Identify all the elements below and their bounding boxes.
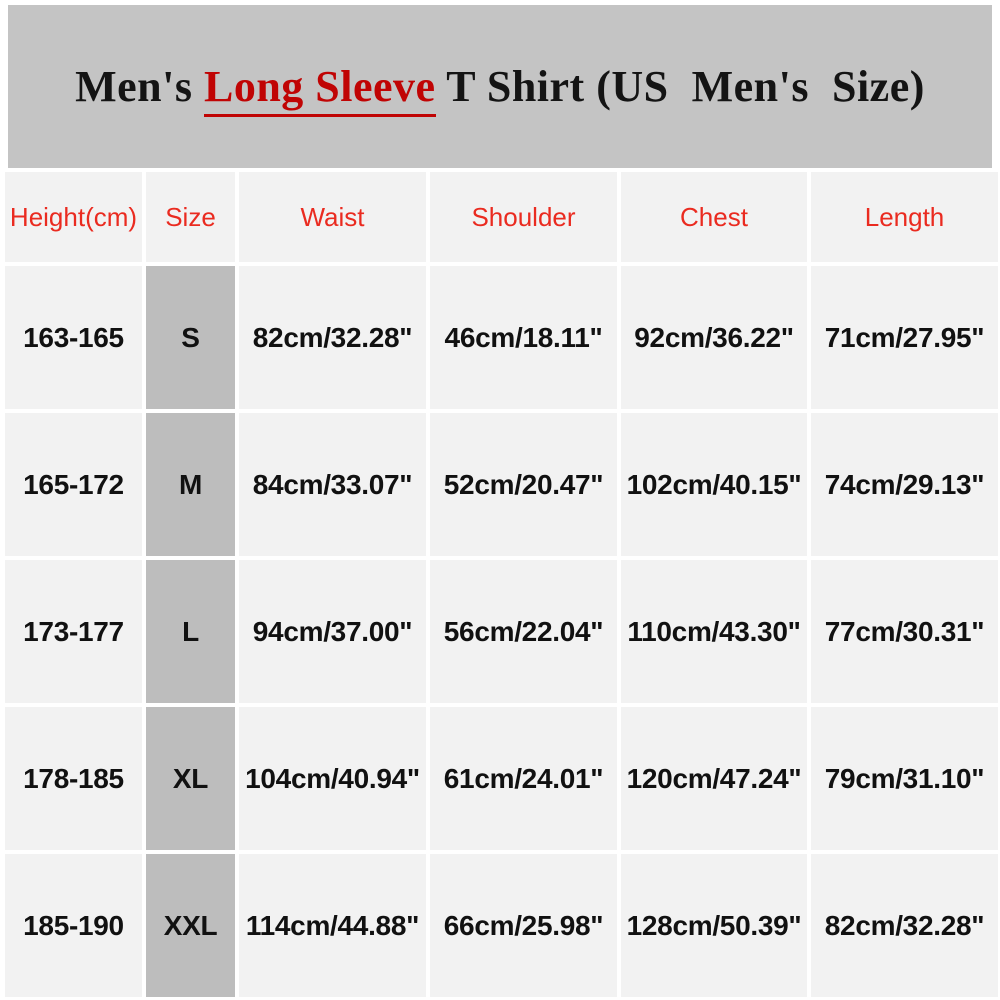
cell-chest: 102cm/40.15" (621, 413, 807, 556)
cell-height-range: 178-185 (5, 707, 142, 850)
cell-size: XL (146, 707, 235, 850)
cell-length: 74cm/29.13" (811, 413, 998, 556)
column-header-shoulder: Shoulder (430, 172, 617, 262)
cell-height-range: 163-165 (5, 266, 142, 409)
cell-shoulder: 46cm/18.11" (430, 266, 617, 409)
title-suffix: T Shirt (US Men's Size) (435, 62, 925, 111)
page-title: Men's Long Sleeve T Shirt (US Men's Size… (75, 61, 925, 117)
cell-chest: 128cm/50.39" (621, 854, 807, 997)
cell-height-range: 173-177 (5, 560, 142, 703)
cell-waist: 94cm/37.00" (239, 560, 426, 703)
cell-length: 82cm/32.28" (811, 854, 998, 997)
cell-size: M (146, 413, 235, 556)
cell-length: 71cm/27.95" (811, 266, 998, 409)
cell-shoulder: 52cm/20.47" (430, 413, 617, 556)
size-chart-table: Height(cm) Size Waist Shoulder Chest Len… (5, 172, 998, 997)
cell-height-range: 185-190 (5, 854, 142, 997)
column-header-length: Length (811, 172, 998, 262)
cell-waist: 104cm/40.94" (239, 707, 426, 850)
cell-size: S (146, 266, 235, 409)
cell-waist: 84cm/33.07" (239, 413, 426, 556)
column-header-size: Size (146, 172, 235, 262)
cell-waist: 82cm/32.28" (239, 266, 426, 409)
cell-length: 79cm/31.10" (811, 707, 998, 850)
cell-shoulder: 56cm/22.04" (430, 560, 617, 703)
cell-chest: 92cm/36.22" (621, 266, 807, 409)
title-banner: Men's Long Sleeve T Shirt (US Men's Size… (8, 5, 992, 168)
column-header-chest: Chest (621, 172, 807, 262)
title-prefix: Men's (75, 62, 204, 111)
cell-size: XXL (146, 854, 235, 997)
cell-chest: 120cm/47.24" (621, 707, 807, 850)
column-header-height: Height(cm) (5, 172, 142, 262)
cell-shoulder: 61cm/24.01" (430, 707, 617, 850)
cell-waist: 114cm/44.88" (239, 854, 426, 997)
cell-length: 77cm/30.31" (811, 560, 998, 703)
column-header-waist: Waist (239, 172, 426, 262)
cell-height-range: 165-172 (5, 413, 142, 556)
cell-chest: 110cm/43.30" (621, 560, 807, 703)
cell-shoulder: 66cm/25.98" (430, 854, 617, 997)
title-highlight: Long Sleeve (203, 62, 436, 117)
cell-size: L (146, 560, 235, 703)
